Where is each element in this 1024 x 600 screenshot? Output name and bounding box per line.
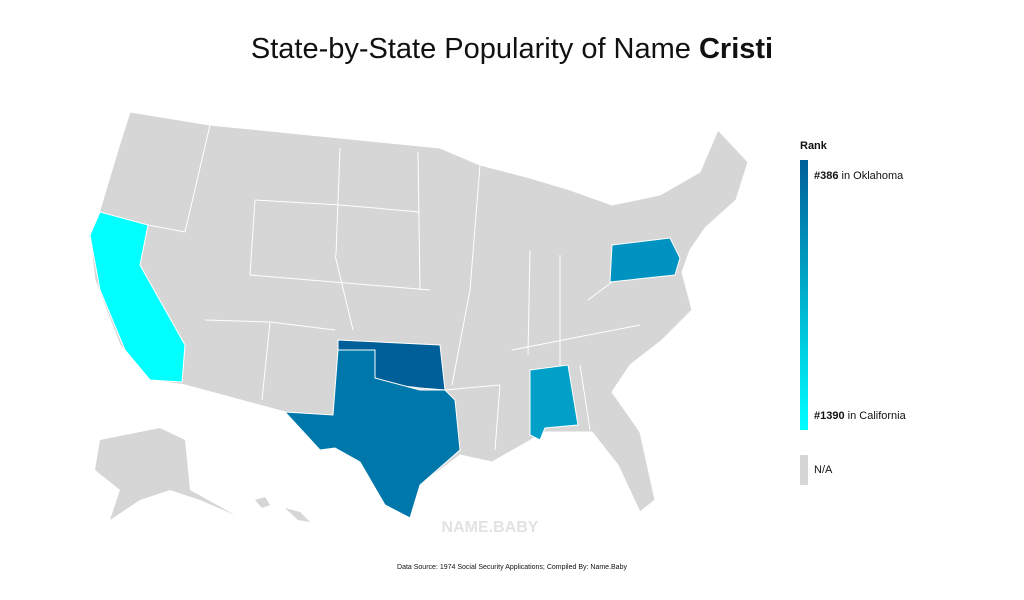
legend-high-rank: #386 — [814, 170, 838, 182]
legend-low-place: in California — [845, 410, 907, 422]
title: State-by-State Popularity of Name Cristi — [251, 33, 773, 65]
legend-low: #1390 in California — [814, 410, 907, 422]
title-text: State-by-State Popularity of Name — [251, 33, 699, 65]
title-name: Cristi — [699, 33, 773, 65]
shaded-states — [89, 211, 681, 519]
shaded-state — [529, 364, 579, 441]
shaded-state — [609, 237, 681, 283]
state-borders — [147, 124, 641, 451]
legend-low-rank: #1390 — [814, 410, 845, 422]
shaded-state — [89, 211, 186, 383]
legend-gradient — [800, 160, 808, 430]
alaska — [95, 428, 235, 520]
hawaii — [255, 497, 310, 522]
source: Data Source: 1974 Social Security Applic… — [397, 564, 627, 571]
legend-high: #386 in Oklahoma — [814, 170, 904, 182]
us-map — [89, 111, 749, 522]
legend-title: Rank — [800, 140, 828, 152]
legend-high-place: in Oklahoma — [838, 170, 904, 182]
watermark: NAME.BABY — [442, 519, 539, 536]
legend-na-swatch — [800, 455, 808, 485]
legend-na: N/A — [814, 464, 833, 476]
shaded-state — [283, 349, 461, 519]
